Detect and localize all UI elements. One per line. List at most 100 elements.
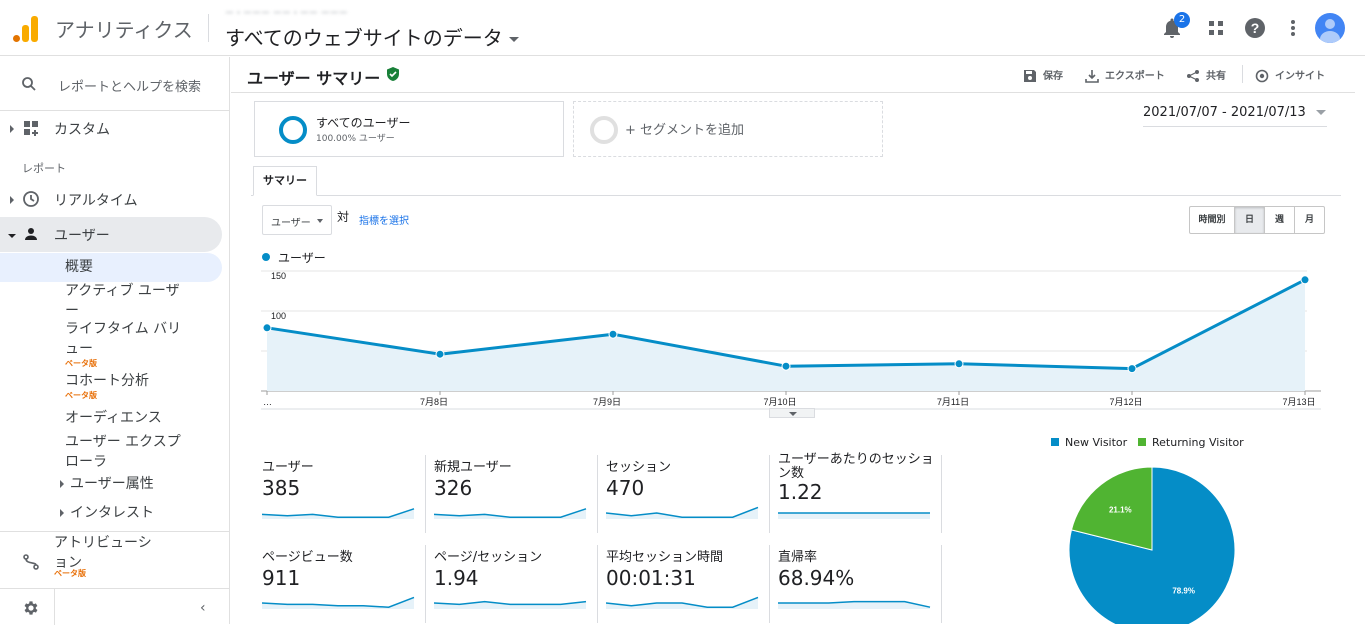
help-button[interactable]: ? (1243, 16, 1267, 40)
metric-label: ユーザー (262, 460, 314, 475)
sparkline (262, 508, 415, 519)
notifications-button[interactable]: 2 (1160, 12, 1190, 40)
data-point[interactable] (781, 361, 791, 371)
share-button[interactable]: 共有 (1186, 67, 1226, 83)
sidebar-subitem-active-users[interactable]: アクティブ ユーザー (65, 283, 180, 319)
sidebar-subitem-user-explorer[interactable]: ユーザー エクスプローラ (65, 434, 181, 470)
sparkline (606, 596, 759, 609)
data-point[interactable] (1127, 364, 1137, 374)
sidebar-subitem-overview[interactable]: 概要 (65, 259, 93, 275)
metric-value: 911 (262, 566, 301, 590)
metric-value: 68.94% (778, 566, 855, 590)
export-button[interactable]: エクスポート (1085, 67, 1165, 83)
pie-legend-new[interactable]: New Visitor (1051, 436, 1127, 449)
sidebar-subitem-label: ライフタイム バリュー (65, 321, 182, 357)
analytics-logo-icon[interactable] (13, 14, 39, 42)
visitor-type-pie-chart[interactable]: 78.9% 21.1% (1067, 465, 1237, 624)
save-label: 保存 (1043, 71, 1063, 82)
sidebar-item-custom[interactable]: カスタム (0, 119, 230, 139)
avatar-head-icon (1325, 19, 1335, 29)
data-point[interactable] (262, 323, 272, 333)
metric-label: 新規ユーザー (434, 460, 512, 475)
sidebar-subitem-audience[interactable]: オーディエンス (65, 410, 162, 426)
metric-divider (597, 545, 598, 623)
sidebar-item-user-highlight (0, 217, 222, 252)
metric-tile[interactable]: ユーザーあたりのセッション数 1.22 (778, 453, 938, 504)
collapse-sidebar-chevron-icon[interactable]: ‹ (200, 600, 206, 616)
date-range-picker[interactable]: 2021/07/07 - 2021/07/13 (1143, 105, 1326, 120)
sparkline-area (606, 507, 758, 519)
tab-summary[interactable]: サマリー (253, 166, 317, 196)
metric-select[interactable]: ユーザー (262, 205, 332, 235)
sparkline-line (606, 506, 759, 518)
granularity-day-button[interactable]: 日 (1234, 207, 1264, 233)
account-avatar[interactable] (1315, 13, 1345, 43)
sparkline-line (434, 508, 587, 518)
granularity-week-button[interactable]: 週 (1264, 207, 1294, 233)
caret-down-icon (1315, 110, 1326, 115)
view-selector[interactable]: すべてのウェブサイトのデータ (225, 22, 519, 51)
metric-tile[interactable]: セッション 470 (606, 461, 766, 500)
reports-section-label: レポート (22, 162, 66, 175)
data-point[interactable] (954, 359, 964, 369)
x-tick-label: … (263, 397, 272, 407)
pie-slice-label: 21.1% (1109, 505, 1132, 514)
y-tick-label: 150 (271, 271, 286, 281)
help-icon: ? (1245, 18, 1265, 38)
sidebar-subitem-user-attributes[interactable]: ユーザー属性 (70, 476, 154, 492)
series-area (267, 279, 1305, 391)
metric-tile[interactable]: ページビュー数 911 (262, 551, 422, 590)
granularity-hourly-button[interactable]: 時間別 (1198, 215, 1226, 225)
metric-tile[interactable]: ページ/セッション 1.94 (434, 551, 594, 590)
sidebar-item-attribution[interactable]: アトリビューション ベータ版 (0, 533, 230, 583)
metric-divider (425, 545, 426, 623)
metric-tile[interactable]: ユーザー 385 (262, 460, 422, 500)
pie-slice[interactable] (1068, 466, 1236, 624)
save-button[interactable]: 保存 (1023, 67, 1063, 83)
metric-value: 385 (262, 476, 301, 500)
pie-legend-returning[interactable]: Returning Visitor (1138, 436, 1244, 449)
action-divider (1242, 65, 1243, 83)
x-tick-label: 7月11日 (937, 397, 969, 407)
account-breadcrumb[interactable]: ー・ーーー ーー・ーー ーーー (225, 9, 348, 19)
apps-button[interactable] (1204, 16, 1228, 40)
clock-icon (23, 191, 39, 207)
x-tick-label: 7月10日 (763, 397, 796, 407)
sidebar-subitem-lifetime-value[interactable]: ライフタイム バリュー ベータ版 (65, 319, 185, 369)
more-options-button[interactable] (1281, 16, 1305, 40)
add-segment-label: + セグメントを追加 (625, 123, 745, 138)
data-point[interactable] (608, 329, 618, 339)
sidebar-item-realtime[interactable]: リアルタイム (0, 190, 230, 210)
metric-value: 326 (434, 476, 473, 500)
pie-slice[interactable] (1070, 466, 1153, 551)
beta-badge: ベータ版 (65, 359, 97, 368)
app-title[interactable]: アナリティクス (55, 18, 193, 42)
insight-button[interactable]: インサイト (1255, 67, 1325, 83)
sidebar-subitem-cohort[interactable]: コホート分析 ベータ版 (65, 371, 185, 401)
sidebar-item-user[interactable]: ユーザー (0, 225, 230, 245)
chart-resize-handle[interactable] (769, 408, 815, 418)
select-metric-link[interactable]: 指標を選択 (359, 216, 409, 227)
sidebar-search[interactable]: レポートとヘルプを検索 (0, 57, 230, 111)
data-point[interactable] (435, 349, 445, 359)
add-segment-button[interactable]: + セグメントを追加 (573, 101, 883, 157)
gear-icon[interactable] (22, 599, 40, 617)
metric-divider (769, 455, 770, 533)
caret-down-icon (508, 37, 519, 42)
metric-tile[interactable]: 直帰率 68.94% (778, 551, 938, 590)
granularity-month-button[interactable]: 月 (1294, 207, 1324, 233)
data-point[interactable] (1300, 275, 1310, 285)
segment-all-users[interactable]: すべてのユーザー 100.00% ユーザー (254, 101, 564, 157)
sparkline (262, 596, 415, 609)
pie-slice-label: 78.9% (1172, 587, 1195, 596)
metric-value: 1.22 (778, 480, 823, 504)
sidebar-subitem-interests[interactable]: インタレスト (70, 505, 154, 521)
metric-tile[interactable]: 新規ユーザー 326 (434, 460, 594, 500)
person-icon (25, 228, 37, 240)
metric-tile[interactable]: 平均セッション時間 00:01:31 (606, 551, 766, 590)
legend-swatch (1051, 438, 1059, 446)
metric-divider (941, 455, 942, 533)
view-title: すべてのウェブサイトのデータ (225, 26, 503, 50)
sparkline-area (434, 601, 586, 609)
